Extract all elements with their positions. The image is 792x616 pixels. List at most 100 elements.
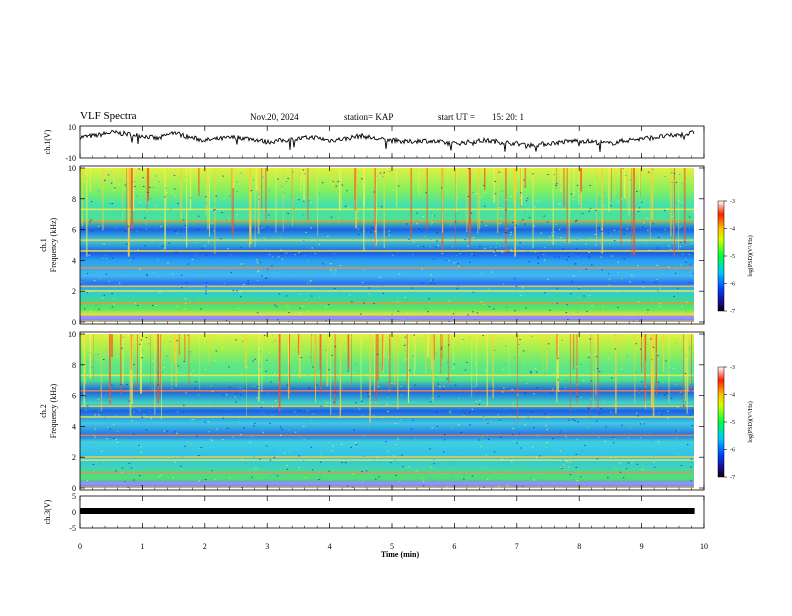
spectral-speckle: [325, 349, 327, 351]
spectral-speckle: [324, 416, 326, 418]
spectral-speckle: [661, 273, 664, 275]
spectral-speckle: [691, 212, 693, 214]
spectral-speckle: [639, 437, 642, 438]
spectral-speckle: [505, 199, 507, 201]
frequency-band: [80, 374, 694, 377]
ch2-colorbar-label: log(PSD)(V²/Hz): [747, 401, 754, 442]
spectral-speckle: [143, 414, 145, 416]
spectral-speckle: [445, 315, 447, 316]
spectral-speckle: [584, 479, 586, 481]
spectral-speckle: [448, 321, 450, 322]
spectral-speckle: [333, 354, 335, 355]
spectral-speckle: [316, 384, 318, 386]
spectral-speckle: [355, 444, 358, 446]
spectral-speckle: [684, 337, 686, 339]
spectral-speckle: [351, 441, 354, 443]
spectral-speckle: [578, 171, 580, 173]
spectral-speckle: [132, 406, 135, 408]
spectral-speckle: [83, 283, 85, 284]
sferic-streak: [338, 168, 341, 211]
spectral-speckle: [163, 340, 166, 342]
spectral-speckle: [608, 260, 611, 262]
spectral-speckle: [585, 243, 587, 245]
sferic-streak: [299, 334, 301, 378]
spectral-speckle: [159, 179, 162, 181]
spectral-speckle: [189, 197, 192, 199]
spectral-speckle: [524, 362, 526, 364]
spectral-speckle: [81, 297, 84, 299]
spectral-speckle: [201, 481, 203, 483]
spectral-speckle: [499, 207, 501, 208]
spectral-speckle: [451, 245, 454, 247]
spectral-speckle: [137, 249, 139, 251]
spectral-speckle: [200, 308, 202, 310]
spectral-speckle: [494, 193, 497, 195]
figure-start-label: start UT =: [438, 112, 475, 122]
spectral-speckle: [468, 412, 471, 414]
spectral-speckle: [368, 411, 371, 413]
spectral-speckle: [148, 343, 150, 345]
spectral-speckle: [319, 477, 322, 479]
spectral-speckle: [365, 487, 367, 488]
spectral-speckle: [486, 435, 488, 437]
spectral-speckle: [453, 363, 455, 365]
spectral-speckle: [211, 470, 213, 472]
spectral-speckle: [557, 348, 559, 350]
spectral-speckle: [402, 318, 404, 320]
spectral-speckle: [265, 370, 268, 372]
spectral-speckle: [281, 258, 284, 260]
spectral-speckle: [111, 293, 113, 295]
spectral-speckle: [86, 480, 89, 482]
spectral-speckle: [658, 412, 660, 413]
spectral-speckle: [671, 397, 673, 399]
spectral-speckle: [490, 420, 493, 422]
time-axis-label: Time (min): [381, 550, 420, 559]
spectral-speckle: [545, 446, 547, 448]
spectral-speckle: [183, 361, 185, 362]
spectral-speckle: [608, 284, 611, 286]
colorbar-tick-label: -5: [730, 420, 735, 426]
spectral-speckle: [197, 299, 199, 301]
spectral-speckle: [331, 450, 334, 452]
spectral-speckle: [211, 222, 214, 224]
spectral-speckle: [638, 320, 641, 322]
spectral-speckle: [670, 173, 673, 174]
spectral-speckle: [159, 292, 161, 294]
spectral-speckle: [442, 388, 444, 390]
spectral-speckle: [184, 224, 186, 226]
spectral-speckle: [627, 487, 629, 488]
spectral-speckle: [590, 398, 592, 400]
spectral-speckle: [221, 338, 224, 340]
spectral-speckle: [321, 182, 324, 184]
spectral-speckle: [621, 278, 623, 280]
spectral-speckle: [487, 423, 489, 425]
spectral-speckle: [176, 411, 179, 413]
spectral-speckle: [98, 308, 100, 310]
spectral-speckle: [416, 169, 419, 171]
spectral-speckle: [413, 241, 415, 243]
spectral-speckle: [174, 195, 177, 197]
spectral-speckle: [314, 262, 316, 264]
sferic-streak: [157, 334, 159, 403]
spectral-speckle: [642, 281, 645, 283]
spectral-speckle: [458, 397, 460, 399]
spectral-speckle: [225, 319, 228, 321]
spectral-speckle: [401, 215, 403, 217]
sferic-streak: [261, 334, 263, 393]
spectral-speckle: [215, 266, 217, 268]
sferic-streak: [184, 334, 186, 361]
spectral-speckle: [476, 272, 478, 274]
spectral-speckle: [239, 291, 241, 293]
spectral-speckle: [459, 253, 462, 255]
spectral-speckle: [276, 306, 278, 308]
spectral-speckle: [516, 189, 518, 191]
spectral-speckle: [481, 221, 483, 223]
spectral-speckle: [157, 246, 160, 248]
spectral-speckle: [232, 436, 234, 438]
spectral-speckle: [294, 431, 297, 433]
spectral-speckle: [525, 307, 527, 309]
spectral-speckle: [280, 426, 282, 428]
spectral-speckle: [198, 447, 201, 449]
spectral-speckle: [165, 382, 167, 384]
spectral-speckle: [309, 282, 311, 284]
